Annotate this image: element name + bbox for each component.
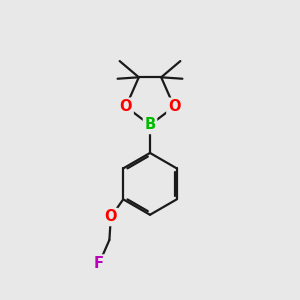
Text: F: F xyxy=(94,256,104,271)
Text: B: B xyxy=(144,118,156,133)
Text: O: O xyxy=(105,209,117,224)
Text: O: O xyxy=(168,99,180,114)
Text: O: O xyxy=(120,99,132,114)
